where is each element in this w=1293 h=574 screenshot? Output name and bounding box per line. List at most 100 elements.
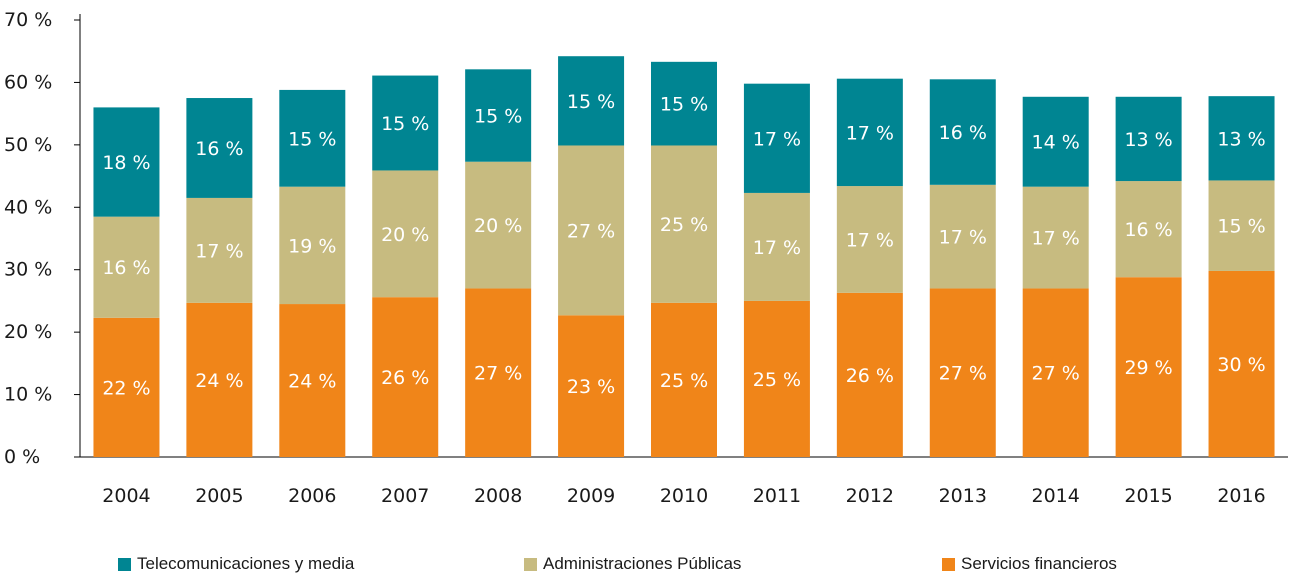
bar-data-label: 15 % bbox=[567, 91, 615, 113]
legend-swatch-servicios bbox=[942, 557, 955, 571]
bar-data-label: 17 % bbox=[846, 122, 894, 144]
legend-label-administraciones: Administraciones Públicas bbox=[543, 554, 742, 573]
bar-segment bbox=[1115, 277, 1182, 457]
bar-data-label: 29 % bbox=[1124, 357, 1172, 379]
bar-data-label: 18 % bbox=[102, 152, 150, 174]
bar-segment bbox=[279, 186, 346, 305]
bar-data-label: 23 % bbox=[567, 376, 615, 398]
bar-data-label: 25 % bbox=[753, 369, 801, 391]
bar-data-label: 17 % bbox=[753, 237, 801, 259]
bar-data-label: 22 % bbox=[102, 377, 150, 399]
bar-segment bbox=[836, 186, 903, 293]
bar-segment bbox=[1208, 180, 1275, 271]
x-tick-label: 2013 bbox=[939, 485, 987, 507]
bar-segment bbox=[465, 69, 532, 162]
bar-segment bbox=[465, 161, 532, 289]
bar-data-label: 24 % bbox=[288, 371, 336, 393]
x-tick-label: 2004 bbox=[102, 485, 150, 507]
bar-segment bbox=[651, 145, 717, 303]
bar-data-label: 20 % bbox=[474, 215, 522, 237]
bar-segment bbox=[279, 304, 346, 457]
bar-data-label: 19 % bbox=[288, 235, 336, 257]
y-tick-label: 20 % bbox=[4, 321, 52, 343]
bar-data-label: 13 % bbox=[1124, 129, 1172, 151]
x-tick-label: 2010 bbox=[660, 485, 708, 507]
bar-segment bbox=[1022, 186, 1089, 289]
bar-data-label: 20 % bbox=[381, 224, 429, 246]
bar-segment bbox=[929, 184, 996, 289]
bar-segment bbox=[1022, 288, 1089, 457]
bar-segment bbox=[93, 317, 160, 457]
x-tick-label: 2014 bbox=[1032, 485, 1080, 507]
bar-segment bbox=[743, 83, 810, 193]
bar-data-label: 27 % bbox=[474, 363, 522, 385]
legend-swatch-telecom bbox=[118, 557, 131, 571]
bar-segment bbox=[651, 61, 717, 146]
y-tick-label: 60 % bbox=[4, 71, 52, 93]
y-tick-label: 70 % bbox=[4, 9, 52, 31]
bar-segment bbox=[1022, 96, 1089, 187]
x-tick-label: 2007 bbox=[381, 485, 429, 507]
bar-data-label: 26 % bbox=[846, 365, 894, 387]
bar-data-label: 15 % bbox=[288, 128, 336, 150]
y-tick-label: 30 % bbox=[4, 259, 52, 281]
bar-data-label: 15 % bbox=[381, 113, 429, 135]
x-tick-label: 2006 bbox=[288, 485, 336, 507]
legend-item-servicios: Servicios financieros bbox=[942, 554, 1117, 574]
bar-segment bbox=[93, 216, 160, 318]
bar-segment bbox=[93, 107, 160, 217]
bar-segment bbox=[372, 297, 439, 457]
bar-segment bbox=[465, 288, 532, 457]
x-tick-label: 2011 bbox=[753, 485, 801, 507]
bar-segment bbox=[836, 78, 903, 187]
bar-segment bbox=[372, 170, 439, 298]
bar-data-label: 15 % bbox=[660, 94, 708, 116]
bar-data-label: 16 % bbox=[102, 257, 150, 279]
bar-segment bbox=[1115, 96, 1182, 182]
x-tick-label: 2015 bbox=[1124, 485, 1172, 507]
legend-label-telecom: Telecomunicaciones y media bbox=[137, 554, 355, 573]
bar-segment bbox=[743, 300, 810, 457]
bar-data-label: 17 % bbox=[939, 227, 987, 249]
bar-data-label: 24 % bbox=[195, 370, 243, 392]
y-tick-label: 10 % bbox=[4, 384, 52, 406]
stacked-bar-chart: 0 % 10 % 20 % 30 % 40 % 50 % 60 % 70 % 22 % 16 % 1… bbox=[4, 9, 1288, 507]
bar-data-label: 27 % bbox=[939, 363, 987, 385]
bar-segment bbox=[186, 197, 253, 303]
bar-data-label: 17 % bbox=[1032, 228, 1080, 250]
bar-data-label: 25 % bbox=[660, 370, 708, 392]
bar-data-label: 17 % bbox=[753, 128, 801, 150]
y-tick-label: 40 % bbox=[4, 196, 52, 218]
x-tick-label: 2009 bbox=[567, 485, 615, 507]
bar-data-label: 16 % bbox=[939, 122, 987, 144]
bar-data-label: 14 % bbox=[1032, 132, 1080, 154]
x-tick-label: 2012 bbox=[846, 485, 894, 507]
bar-data-label: 17 % bbox=[195, 240, 243, 262]
bar-segment bbox=[1115, 181, 1182, 278]
bar-data-label: 30 % bbox=[1217, 354, 1265, 376]
y-tick-label: 50 % bbox=[4, 134, 52, 156]
y-tick-label: 0 % bbox=[4, 446, 40, 468]
x-tick-label: 2016 bbox=[1217, 485, 1265, 507]
bar-segment bbox=[279, 89, 346, 187]
x-tick-label: 2005 bbox=[195, 485, 243, 507]
legend: Telecomunicaciones y media Administracio… bbox=[0, 554, 1293, 574]
bar-data-label: 13 % bbox=[1217, 128, 1265, 150]
bar-segment bbox=[651, 302, 717, 457]
bar-data-label: 17 % bbox=[846, 229, 894, 251]
bar-data-label: 16 % bbox=[195, 138, 243, 160]
bar-segment bbox=[186, 98, 253, 198]
bar-segment bbox=[1208, 270, 1275, 457]
bar-segment bbox=[372, 75, 439, 171]
bar-data-label: 15 % bbox=[474, 106, 522, 128]
bar-segment bbox=[558, 315, 625, 457]
bar-data-label: 16 % bbox=[1124, 219, 1172, 241]
bar-segment bbox=[558, 145, 625, 316]
legend-label-servicios: Servicios financieros bbox=[961, 554, 1117, 573]
bar-segment bbox=[1208, 96, 1275, 181]
bar-segment bbox=[558, 56, 625, 146]
x-tick-label: 2008 bbox=[474, 485, 522, 507]
bar-segment bbox=[929, 79, 996, 185]
legend-item-administraciones: Administraciones Públicas bbox=[524, 554, 741, 574]
bar-data-label: 25 % bbox=[660, 214, 708, 236]
